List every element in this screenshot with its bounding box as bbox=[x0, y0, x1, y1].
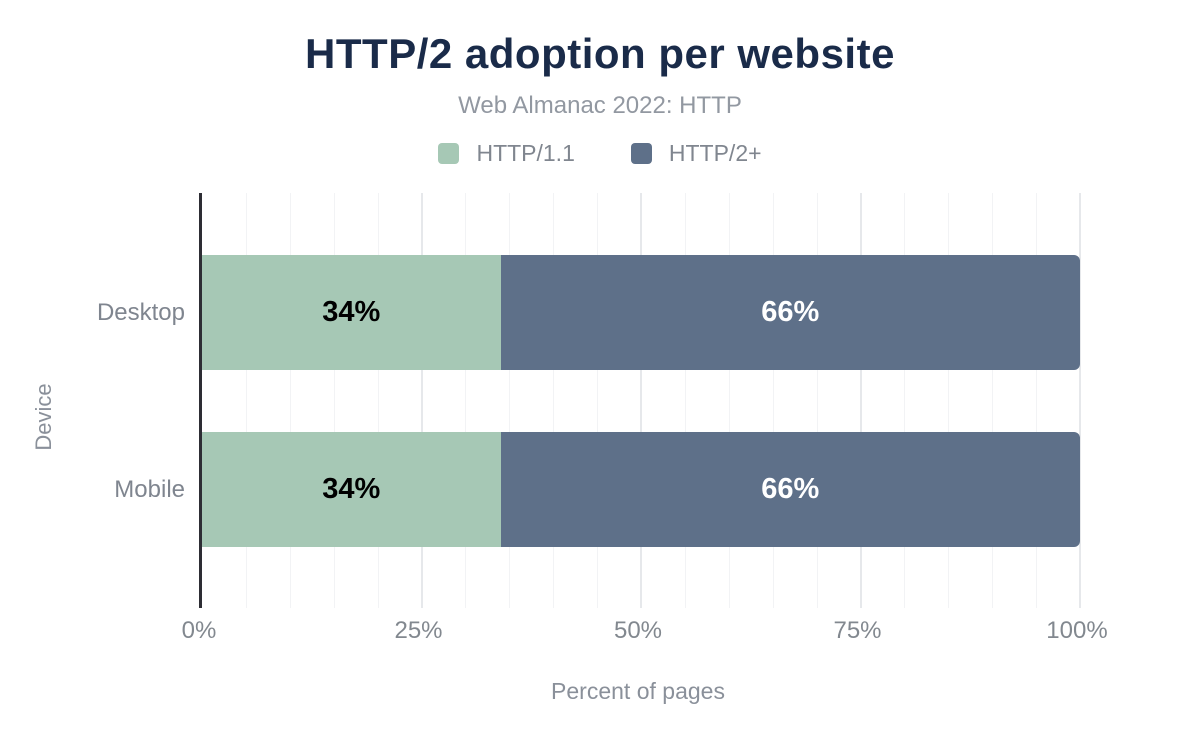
minor-gridline bbox=[948, 193, 950, 608]
minor-gridline bbox=[772, 193, 774, 608]
bar-value-label: 34% bbox=[322, 473, 381, 505]
category-label-mobile: Mobile bbox=[114, 475, 185, 503]
legend-label: HTTP/2+ bbox=[668, 140, 762, 166]
minor-gridline bbox=[553, 193, 555, 608]
bar-row-mobile: 34% 66% bbox=[202, 432, 1080, 547]
legend-label: HTTP/1.1 bbox=[476, 140, 575, 166]
minor-gridline bbox=[728, 193, 730, 608]
bar-value-label: 34% bbox=[322, 296, 381, 328]
bar-row-desktop: 34% 66% bbox=[202, 255, 1080, 370]
minor-gridline bbox=[465, 193, 467, 608]
legend: HTTP/1.1 HTTP/2+ bbox=[0, 140, 1200, 167]
major-gridline bbox=[859, 193, 862, 608]
legend-item: HTTP/1.1 bbox=[438, 140, 575, 167]
bar-segment-mobile-http-2-: 66% bbox=[500, 432, 1080, 547]
major-gridline bbox=[1079, 193, 1081, 608]
legend-swatch-icon bbox=[630, 143, 652, 164]
minor-gridline bbox=[904, 193, 906, 608]
category-label-desktop: Desktop bbox=[96, 298, 185, 326]
minor-gridline bbox=[245, 193, 247, 608]
bar-value-label: 66% bbox=[761, 296, 820, 328]
minor-gridline bbox=[377, 193, 379, 608]
x-tick-label: 100% bbox=[1046, 617, 1108, 644]
x-tick-label: 75% bbox=[833, 617, 882, 644]
plot-area: 34% 66% 34% 66% bbox=[199, 193, 1081, 608]
minor-gridline bbox=[992, 193, 994, 608]
x-tick-label: 25% bbox=[394, 617, 443, 644]
x-axis-title: Percent of pages bbox=[551, 678, 725, 704]
bar-segment-desktop-http-2-: 66% bbox=[500, 255, 1080, 370]
bar-value-label: 66% bbox=[761, 473, 820, 505]
minor-gridline bbox=[1036, 193, 1038, 608]
bar-segment-desktop-http-1-1: 34% bbox=[202, 255, 501, 370]
x-tick-label: 50% bbox=[613, 617, 663, 644]
chart-subtitle: Web Almanac 2022: HTTP bbox=[458, 92, 742, 119]
minor-gridline bbox=[684, 193, 686, 608]
minor-gridline bbox=[597, 193, 599, 608]
minor-gridline bbox=[816, 193, 818, 608]
major-gridline bbox=[640, 193, 642, 608]
x-tick-label: 0% bbox=[181, 617, 217, 644]
major-gridline bbox=[420, 193, 423, 608]
minor-gridline bbox=[289, 193, 291, 608]
legend-item: HTTP/2+ bbox=[630, 140, 762, 167]
bar-segment-mobile-http-1-1: 34% bbox=[202, 432, 501, 547]
minor-gridline bbox=[509, 193, 511, 608]
legend-swatch-icon bbox=[438, 143, 460, 164]
chart-title: HTTP/2 adoption per website bbox=[305, 30, 895, 77]
minor-gridline bbox=[333, 193, 335, 608]
